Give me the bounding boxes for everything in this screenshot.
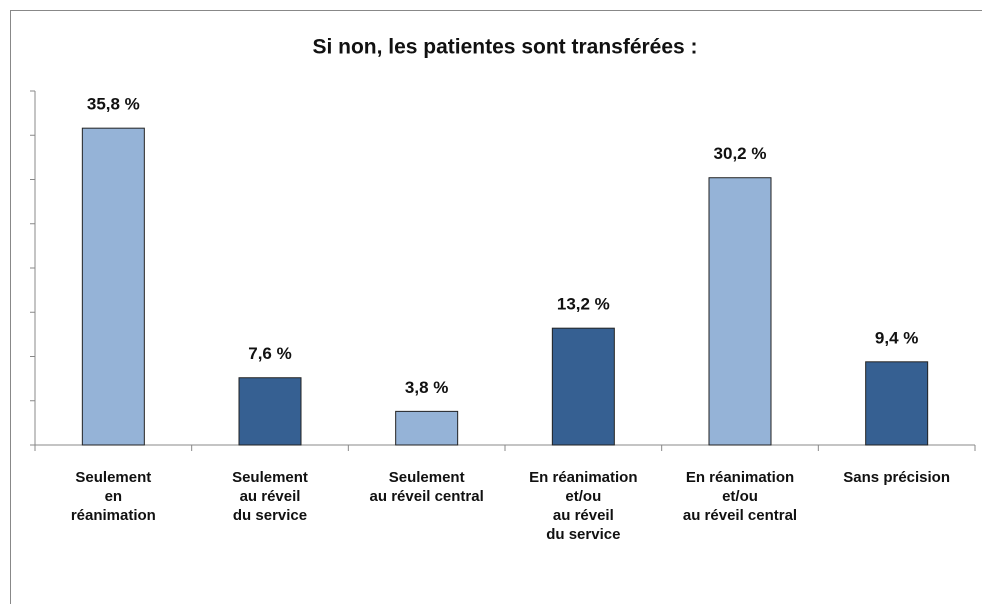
value-label: 9,4 %: [875, 328, 918, 347]
chart-border: [10, 10, 982, 604]
value-label: 3,8 %: [405, 378, 448, 397]
bar: [81, 127, 145, 446]
value-label: 35,8 %: [87, 95, 140, 114]
bar: [238, 377, 302, 446]
x-tick-label: En réanimation et/ou au réveil du servic…: [529, 469, 638, 543]
chart-title: Si non, les patientes sont transférées :: [312, 36, 697, 59]
bar: [865, 361, 929, 446]
x-tick-label: En réanimation et/ou au réveil central: [682, 469, 798, 524]
x-tick-label: Seulement au réveil du service: [232, 469, 308, 524]
x-tick-label: Seulement en réanimation: [70, 469, 156, 524]
value-label: 13,2 %: [557, 295, 610, 314]
bar: [395, 410, 459, 446]
bar: [551, 327, 615, 446]
value-label: 7,6 %: [248, 344, 291, 363]
value-label: 30,2 %: [714, 144, 767, 163]
x-tick-label: Sans précision: [843, 469, 951, 486]
x-tick-label: Seulement au réveil central: [369, 469, 484, 505]
bar: [708, 177, 772, 446]
